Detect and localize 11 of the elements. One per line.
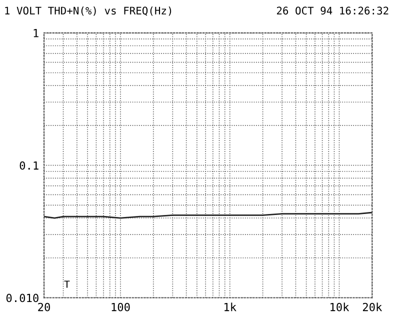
x-tick-label: 1k — [224, 302, 236, 312]
y-tick-label: 0.010 — [6, 294, 38, 302]
x-tick-label: 100 — [112, 302, 130, 312]
y-tick-label: 1 — [34, 29, 38, 38]
x-tick-label: 10k — [330, 302, 350, 312]
x-tick-label: 20k — [362, 302, 382, 312]
annotation: T — [64, 280, 70, 288]
chart-subtitle: 26 OCT 94 16:26:32 — [276, 6, 388, 15]
y-tick-label: 0.1 — [20, 161, 38, 170]
x-tick-label: 20 — [38, 302, 50, 312]
chart-title: 1 VOLT THD+N(%) vs FREQ(Hz) — [5, 6, 172, 16]
